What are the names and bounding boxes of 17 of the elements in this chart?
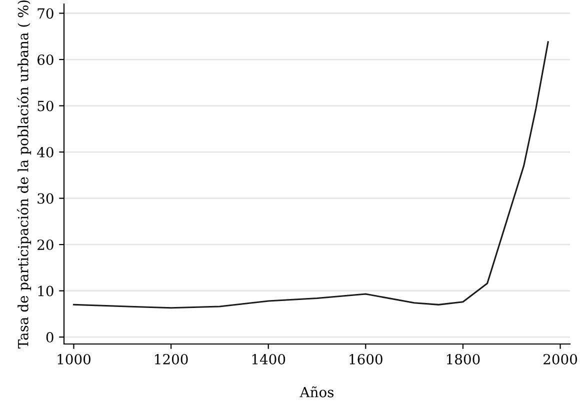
x-axis-title: Años	[300, 386, 334, 398]
y-tick-label: 70	[38, 8, 54, 19]
x-tick-label: 1000	[58, 354, 90, 364]
y-tick-label: 30	[38, 193, 54, 204]
x-tick-label: 1800	[446, 354, 480, 364]
y-tick-label: 0	[46, 332, 54, 343]
y-tick-label: 10	[38, 286, 54, 296]
x-tick-label: 1200	[155, 354, 188, 364]
x-tick-label: 2000	[544, 354, 578, 364]
y-tick-label: 40	[37, 146, 54, 158]
x-tick-label: 1600	[350, 354, 382, 364]
y-tick-label: 20	[38, 240, 54, 250]
x-tick-label: 1400	[252, 354, 286, 364]
y-tick-label: 60	[38, 54, 54, 65]
line-series	[72, 41, 549, 309]
y-axis-title: Tasa de participación de la población urbana ( %)	[17, 0, 32, 349]
y-tick-label: 50	[38, 100, 54, 112]
